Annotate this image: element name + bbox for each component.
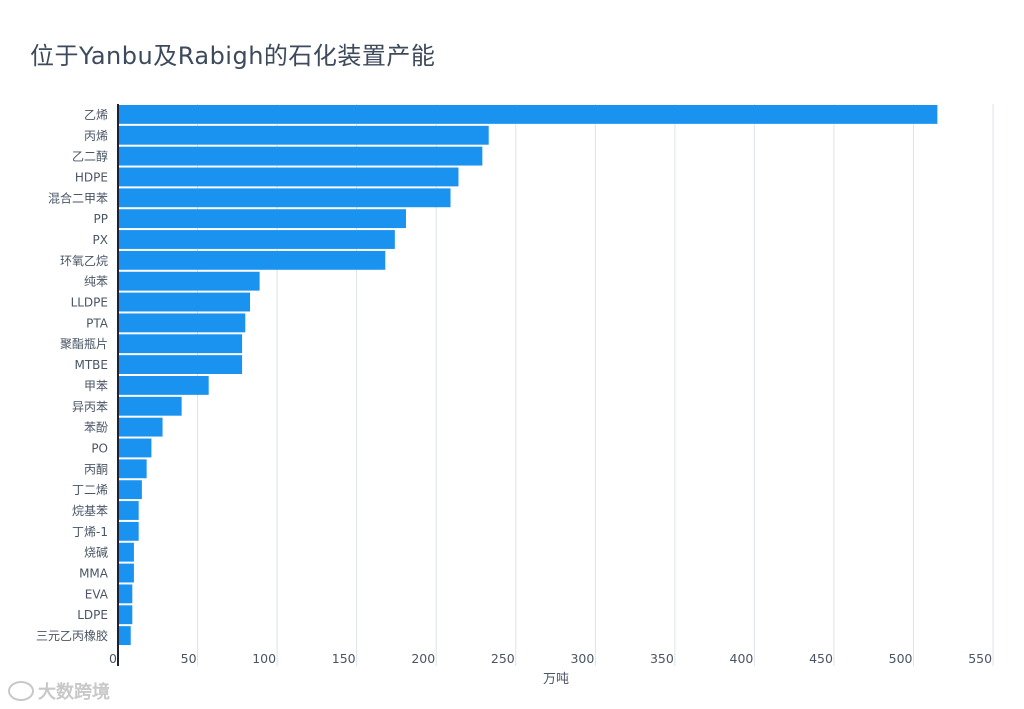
watermark-logo-icon (8, 681, 34, 701)
category-label-17: PO (91, 441, 108, 455)
category-label-3: 乙二醇 (72, 149, 108, 164)
x-tick-label-450: 450 (809, 651, 833, 666)
bar-6 (118, 209, 406, 229)
bar-20 (118, 501, 139, 520)
category-label-20: 烷基苯 (72, 504, 108, 518)
bar-19 (118, 480, 142, 500)
category-label-2: 丙烯 (84, 129, 108, 143)
bar-7 (118, 230, 395, 249)
bar-2 (118, 125, 489, 145)
category-label-22: 烧碱 (84, 546, 108, 560)
bar-1 (118, 105, 938, 124)
bar-24 (118, 584, 133, 604)
bar-13 (118, 355, 243, 374)
category-label-6: PP (94, 212, 108, 226)
x-tick-label-200: 200 (411, 651, 435, 666)
category-label-9: 纯苯 (84, 275, 108, 289)
category-label-18: 丙酮 (84, 462, 108, 476)
watermark-text: 大数跨境 (38, 682, 110, 703)
bar-17 (118, 438, 152, 458)
category-label-15: 异丙苯 (72, 400, 108, 414)
category-label-16: 苯酚 (84, 421, 108, 435)
category-label-5: 混合二甲苯 (48, 190, 108, 205)
x-tick-label-250: 250 (491, 651, 515, 666)
category-label-21: 丁烯-1 (72, 525, 108, 539)
bar-16 (118, 417, 163, 437)
category-label-7: PX (93, 233, 108, 247)
bar-18 (118, 459, 147, 479)
bar-5 (118, 188, 451, 208)
category-label-23: MMA (79, 567, 109, 581)
category-label-10: LLDPE (71, 296, 108, 310)
category-label-8: 环氧乙烷 (60, 254, 108, 268)
x-tick-label-100: 100 (252, 651, 276, 666)
category-label-13: MTBE (75, 358, 109, 372)
bar-23 (118, 563, 134, 583)
x-axis-title: 万吨 (543, 672, 569, 687)
x-tick-label-350: 350 (650, 651, 674, 666)
bar-10 (118, 292, 251, 312)
x-tick-label-400: 400 (730, 651, 754, 666)
chart-title: 位于Yanbu及Rabigh的石化装置产能 (30, 42, 436, 70)
bar-22 (118, 542, 134, 562)
x-tick-label-50: 50 (181, 651, 197, 666)
category-label-11: PTA (86, 316, 109, 330)
category-label-19: 丁二烯 (72, 483, 108, 497)
category-label-12: 聚酯瓶片 (60, 337, 108, 351)
bar-26 (118, 626, 131, 645)
bar-12 (118, 334, 243, 354)
bar-8 (118, 250, 386, 270)
watermark: 大数跨境 (8, 678, 110, 704)
bar-11 (118, 313, 246, 333)
bar-14 (118, 376, 209, 395)
category-label-1: 乙烯 (84, 108, 108, 122)
bar-4 (118, 167, 459, 187)
category-label-25: LDPE (77, 608, 108, 622)
x-tick-label-150: 150 (332, 651, 356, 666)
bar-15 (118, 396, 182, 416)
bar-25 (118, 605, 133, 625)
x-tick-label-0: 0 (109, 651, 117, 666)
category-label-26: 三元乙丙橡胶 (36, 628, 108, 643)
bar-3 (118, 146, 483, 166)
bar-9 (118, 271, 260, 291)
category-label-14: 甲苯 (84, 379, 108, 393)
bar-21 (118, 521, 139, 541)
x-tick-label-550: 550 (968, 651, 992, 666)
x-tick-label-500: 500 (889, 651, 913, 666)
category-label-4: HDPE (75, 170, 108, 184)
category-label-24: EVA (85, 587, 109, 601)
x-tick-label-300: 300 (570, 651, 594, 666)
